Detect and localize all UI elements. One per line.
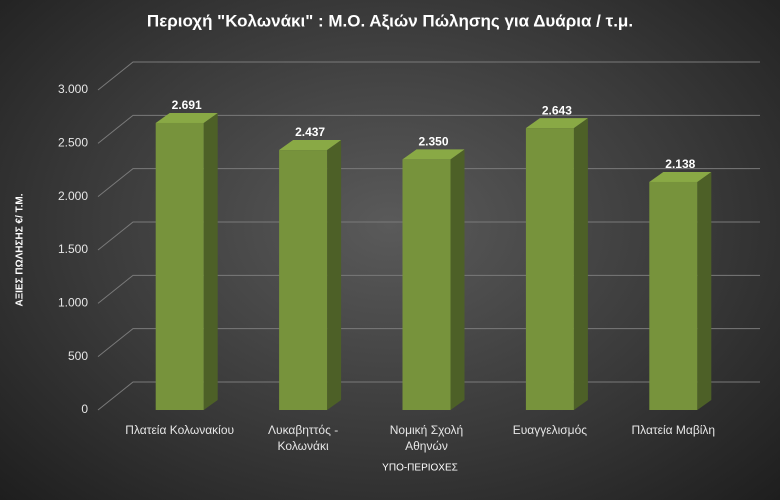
y-axis-label: ΑΞΙΕΣ ΠΩΛΗΣΗΣ €/ Τ.Μ. <box>15 193 26 306</box>
y-tick-label: 2.000 <box>58 189 88 203</box>
bar-side <box>450 149 465 411</box>
x-tick-label: Ευαγγελισμός <box>512 423 588 437</box>
x-tick-label: Πλατεία Μαβίλη <box>631 423 716 437</box>
data-label: 2.643 <box>542 103 572 117</box>
data-label: 2.437 <box>295 125 325 139</box>
data-label: 2.691 <box>172 98 202 112</box>
x-tick-label: Λυκαβηττός - Κολωνάκι <box>267 423 339 453</box>
bar-side <box>203 112 218 411</box>
y-tick-label: 1.500 <box>58 242 88 256</box>
bar-side <box>573 118 588 410</box>
grid-line <box>97 114 760 144</box>
bar <box>525 128 574 410</box>
data-label: 2.350 <box>418 135 448 149</box>
bar <box>402 159 451 410</box>
x-tick-label: Πλατεία Κολωνακίου <box>125 423 235 437</box>
y-tick-label: 1.000 <box>58 296 88 310</box>
bar-side <box>697 171 712 410</box>
bar-top <box>155 112 218 123</box>
grid-line <box>97 61 760 91</box>
bar <box>279 150 328 410</box>
y-tick-label: 2.500 <box>58 136 88 150</box>
chart-title: Περιοχή "Κολωνάκι" : Μ.Ο. Αξιών Πώλησης … <box>147 11 633 30</box>
bar-top <box>525 118 588 129</box>
y-tick-label: 0 <box>81 402 88 416</box>
bar-top <box>649 171 712 182</box>
data-label: 2.138 <box>665 157 695 171</box>
bar-top <box>402 149 465 160</box>
bar <box>649 181 698 410</box>
bar-top <box>279 140 342 151</box>
y-tick-label: 3.000 <box>58 82 88 96</box>
bar <box>155 122 204 411</box>
x-axis-label: ΥΠΟ-ΠΕΡΙΟΧΕΣ <box>382 463 458 474</box>
y-tick-label: 500 <box>68 349 88 363</box>
x-tick-label: Νομική Σχολή Αθηνών <box>389 423 464 453</box>
bar-side <box>327 140 342 410</box>
